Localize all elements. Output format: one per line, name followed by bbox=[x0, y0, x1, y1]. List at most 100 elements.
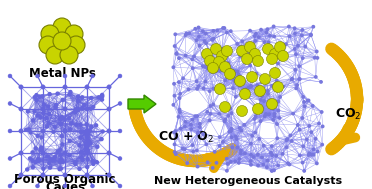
Circle shape bbox=[250, 56, 253, 58]
Circle shape bbox=[50, 158, 53, 161]
Circle shape bbox=[41, 25, 59, 43]
Circle shape bbox=[185, 34, 187, 36]
Text: CO + O$_2$: CO + O$_2$ bbox=[158, 129, 214, 145]
Circle shape bbox=[259, 120, 262, 122]
Circle shape bbox=[229, 68, 231, 71]
Circle shape bbox=[175, 53, 177, 55]
Circle shape bbox=[85, 85, 89, 89]
Circle shape bbox=[261, 95, 263, 97]
Circle shape bbox=[35, 184, 39, 188]
Circle shape bbox=[282, 54, 285, 57]
Circle shape bbox=[250, 154, 252, 156]
Circle shape bbox=[299, 154, 301, 156]
Circle shape bbox=[249, 64, 251, 67]
Circle shape bbox=[8, 184, 12, 188]
Circle shape bbox=[265, 80, 267, 83]
Circle shape bbox=[238, 73, 240, 75]
Circle shape bbox=[37, 160, 40, 163]
Circle shape bbox=[303, 170, 305, 172]
Circle shape bbox=[235, 135, 237, 138]
Circle shape bbox=[180, 127, 182, 130]
Circle shape bbox=[291, 78, 293, 81]
Circle shape bbox=[63, 173, 67, 177]
Circle shape bbox=[266, 98, 278, 109]
Circle shape bbox=[212, 37, 215, 40]
Circle shape bbox=[321, 125, 324, 128]
Circle shape bbox=[301, 29, 304, 31]
Circle shape bbox=[40, 146, 43, 149]
Circle shape bbox=[214, 63, 216, 65]
Circle shape bbox=[194, 115, 196, 117]
Circle shape bbox=[197, 26, 200, 29]
Circle shape bbox=[234, 160, 237, 163]
Circle shape bbox=[227, 115, 230, 117]
Circle shape bbox=[226, 170, 228, 172]
Circle shape bbox=[310, 34, 312, 36]
Circle shape bbox=[266, 159, 269, 162]
Circle shape bbox=[35, 74, 39, 78]
Circle shape bbox=[235, 138, 238, 140]
Circle shape bbox=[312, 148, 315, 150]
Circle shape bbox=[220, 88, 222, 91]
Circle shape bbox=[203, 40, 206, 42]
Circle shape bbox=[256, 72, 258, 75]
Circle shape bbox=[254, 35, 256, 37]
Circle shape bbox=[74, 108, 77, 111]
Circle shape bbox=[224, 79, 227, 82]
Circle shape bbox=[294, 27, 296, 29]
Circle shape bbox=[172, 104, 174, 106]
Circle shape bbox=[303, 101, 305, 103]
Circle shape bbox=[238, 158, 240, 160]
Circle shape bbox=[312, 26, 315, 28]
Circle shape bbox=[216, 29, 218, 32]
Circle shape bbox=[64, 129, 67, 132]
Circle shape bbox=[8, 101, 12, 105]
Circle shape bbox=[260, 74, 270, 84]
Circle shape bbox=[210, 55, 212, 58]
Circle shape bbox=[19, 85, 23, 89]
Circle shape bbox=[54, 105, 57, 108]
Circle shape bbox=[37, 158, 40, 161]
Circle shape bbox=[195, 80, 198, 82]
Circle shape bbox=[246, 94, 248, 96]
Circle shape bbox=[81, 96, 84, 99]
Circle shape bbox=[239, 55, 241, 57]
Circle shape bbox=[75, 123, 78, 126]
Circle shape bbox=[278, 117, 281, 119]
Circle shape bbox=[244, 42, 256, 53]
Circle shape bbox=[273, 115, 276, 118]
Circle shape bbox=[86, 158, 89, 161]
Circle shape bbox=[192, 150, 194, 153]
Circle shape bbox=[243, 124, 246, 126]
Circle shape bbox=[172, 66, 174, 68]
Circle shape bbox=[212, 167, 214, 169]
Circle shape bbox=[80, 156, 83, 159]
Circle shape bbox=[26, 110, 29, 113]
Circle shape bbox=[118, 101, 122, 105]
Circle shape bbox=[299, 78, 301, 80]
Circle shape bbox=[251, 134, 253, 137]
Circle shape bbox=[78, 144, 81, 147]
Circle shape bbox=[249, 29, 251, 32]
Circle shape bbox=[268, 113, 270, 115]
Circle shape bbox=[215, 84, 225, 94]
Circle shape bbox=[245, 88, 248, 90]
Circle shape bbox=[215, 70, 218, 72]
Text: Metal NPs: Metal NPs bbox=[29, 67, 96, 80]
Circle shape bbox=[234, 80, 237, 82]
Circle shape bbox=[311, 153, 313, 156]
Circle shape bbox=[230, 136, 233, 138]
Circle shape bbox=[100, 98, 103, 101]
Circle shape bbox=[33, 96, 36, 99]
Circle shape bbox=[174, 33, 176, 36]
Circle shape bbox=[211, 43, 221, 54]
Circle shape bbox=[8, 74, 12, 78]
Circle shape bbox=[199, 123, 201, 125]
Circle shape bbox=[78, 167, 81, 170]
Circle shape bbox=[261, 156, 263, 159]
Circle shape bbox=[31, 166, 34, 169]
Circle shape bbox=[230, 161, 232, 163]
Circle shape bbox=[173, 131, 175, 134]
Circle shape bbox=[226, 31, 228, 34]
Circle shape bbox=[294, 69, 296, 71]
